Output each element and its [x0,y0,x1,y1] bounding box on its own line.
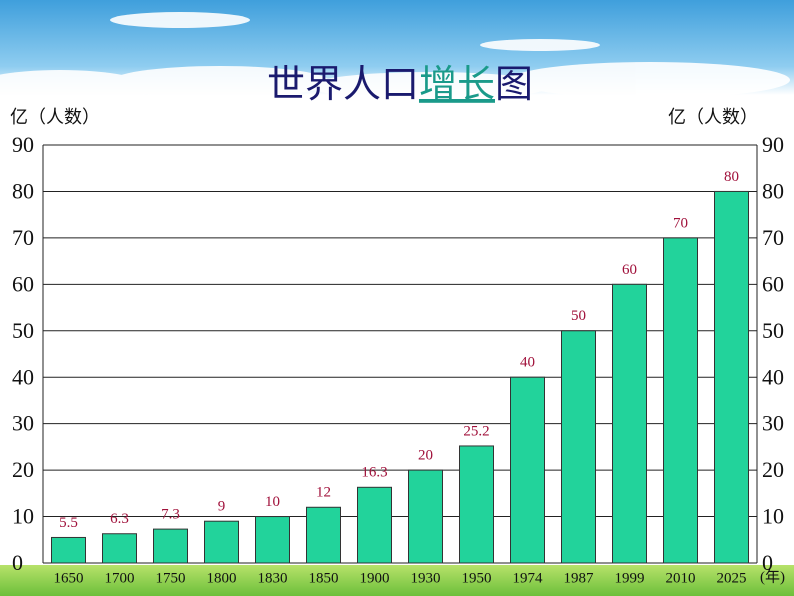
bar [561,330,596,564]
grass [0,565,794,596]
title-part: 世界人口 [267,62,419,106]
y2-tick-label: 0 [762,550,773,575]
y-tick-label: 30 [12,411,34,436]
y-tick-label: 80 [12,178,34,203]
x-tick-label: 1850 [309,570,339,586]
x-tick-label: 1999 [615,570,645,586]
bar [612,283,647,564]
bar [306,506,341,564]
y-tick-label: 90 [12,132,34,157]
y-tick-label: 0 [12,550,23,575]
x-tick-label: 1900 [360,570,390,586]
bar [102,533,137,564]
value-label: 16.3 [361,465,387,481]
bar [714,190,749,564]
bar [510,376,545,564]
value-label: 80 [724,169,739,185]
bar [153,528,188,564]
x-tick-label: 1987 [564,570,595,586]
bar [357,486,392,564]
y2-tick-label: 50 [762,318,784,343]
value-label: 40 [520,355,535,371]
bar [255,516,290,564]
value-label: 5.5 [59,515,78,531]
value-label: 10 [265,494,280,510]
value-label: 50 [571,308,586,324]
value-label: 60 [622,262,637,278]
y-axis-label: 亿（人数） [10,107,100,128]
y2-tick-label: 40 [762,364,784,389]
bar [204,520,239,564]
bar [459,445,494,564]
y2-axis-label: 亿（人数） [668,107,758,128]
y2-tick-label: 80 [762,178,784,203]
bar [51,536,86,564]
clouds [0,12,790,106]
x-tick-label: 1930 [411,570,441,586]
value-label: 20 [418,448,433,464]
x-tick-label: 1830 [258,570,288,586]
y2-tick-label: 10 [762,504,784,529]
y2-tick-label: 20 [762,457,784,482]
x-tick-label: 2010 [666,570,696,586]
y-tick-label: 20 [12,457,34,482]
y-tick-label: 10 [12,504,34,529]
bar [663,237,698,564]
value-label: 25.2 [463,423,489,439]
x-tick-label: 2025 [717,570,747,586]
y2-tick-label: 30 [762,411,784,436]
value-label: 9 [218,499,226,515]
y-tick-label: 40 [12,364,34,389]
y-tick-label: 60 [12,271,34,296]
x-axis-label: (年) [760,568,785,585]
x-tick-label: 1750 [156,570,186,586]
chart-title: 世界人口增长图 [267,62,533,106]
title-part: 增长 [419,62,495,106]
y2-tick-label: 60 [762,271,784,296]
y-tick-label: 70 [12,225,34,250]
x-tick-label: 1800 [207,570,237,586]
value-label: 12 [316,485,331,501]
x-tick-label: 1974 [513,570,544,586]
value-label: 6.3 [110,511,129,527]
y2-tick-label: 90 [762,132,784,157]
bar [408,469,443,564]
value-label: 7.3 [161,507,180,523]
y2-tick-label: 70 [762,225,784,250]
x-tick-label: 1700 [105,570,135,586]
x-tick-label: 1650 [54,570,84,586]
y-tick-label: 50 [12,318,34,343]
x-tick-label: 1950 [462,570,492,586]
title-part: 图 [495,62,533,106]
value-label: 70 [673,215,688,231]
